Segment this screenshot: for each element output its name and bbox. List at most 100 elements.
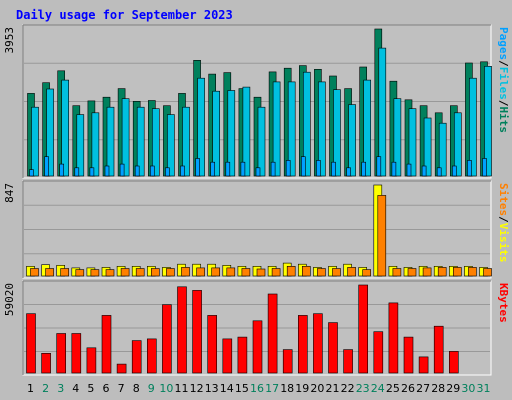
- bar-pages: [467, 160, 472, 177]
- bar-sites: [241, 268, 251, 277]
- bar-pages: [180, 165, 185, 177]
- x-tick-label: 12: [190, 382, 204, 395]
- bar-files: [106, 106, 115, 177]
- bar-sites: [437, 267, 447, 277]
- bar-files: [121, 98, 130, 177]
- bar-sites: [75, 269, 85, 277]
- x-tick-label: 5: [87, 382, 94, 395]
- bar-files: [302, 71, 311, 177]
- x-tick-label: 11: [175, 382, 189, 395]
- bar-pages: [134, 165, 140, 177]
- bar-pages: [391, 161, 397, 177]
- x-tick-label: 3: [57, 382, 64, 395]
- bar-kbytes: [26, 313, 36, 374]
- x-tick-label: 4: [72, 382, 79, 395]
- bar-sites: [60, 268, 70, 277]
- bar-files: [469, 77, 477, 177]
- bar-pages: [89, 167, 95, 177]
- bar-kbytes: [116, 363, 127, 374]
- bar-kbytes: [433, 325, 444, 374]
- bar-sites: [151, 268, 160, 277]
- bar-pages: [482, 158, 487, 177]
- bar-files: [484, 66, 492, 177]
- bar-sites: [452, 267, 462, 277]
- bar-kbytes: [252, 320, 263, 374]
- bar-kbytes: [403, 336, 414, 374]
- x-tick-label: 17: [265, 382, 279, 395]
- bar-sites: [105, 269, 115, 277]
- bar-pages: [119, 163, 125, 177]
- x-tick-label: 16: [250, 382, 264, 395]
- panel-legend: Sites/Visits: [497, 183, 510, 263]
- bar-sites: [362, 269, 372, 277]
- x-tick-label: 2: [42, 382, 49, 395]
- bar-sites: [120, 268, 130, 277]
- bar-kbytes: [101, 315, 112, 374]
- x-tick-label: 18: [280, 382, 294, 395]
- bar-sites: [483, 268, 492, 277]
- bar-files: [363, 79, 372, 177]
- bar-pages: [74, 167, 80, 177]
- bar-sites: [301, 265, 311, 277]
- bar-pages: [150, 165, 155, 177]
- x-tick-label: 22: [341, 382, 355, 395]
- bar-pages: [255, 167, 261, 177]
- panel-hits-files-pages: 3953 Pages/Files/Hits: [3, 24, 510, 179]
- bar-pages: [376, 156, 382, 177]
- legend-item: Visits: [497, 223, 510, 263]
- bar-files: [197, 77, 205, 177]
- x-tick-label: 25: [386, 382, 400, 395]
- bar-pages: [165, 167, 170, 177]
- bar-files: [423, 117, 432, 177]
- bar-sites: [286, 265, 296, 277]
- x-tick-label: 24: [371, 382, 385, 395]
- bar-files: [287, 81, 296, 177]
- bar-kbytes: [328, 322, 338, 374]
- bar-kbytes: [71, 333, 82, 374]
- bar-pages: [436, 167, 442, 177]
- bar-kbytes: [358, 284, 369, 374]
- bar-files: [227, 90, 236, 177]
- bar-sites: [226, 267, 236, 277]
- panel-max-label: 59020: [3, 283, 16, 316]
- bar-kbytes: [343, 349, 353, 374]
- bar-files: [212, 90, 220, 177]
- legend-item: /: [497, 100, 510, 107]
- bar-files: [167, 114, 175, 177]
- bar-files: [408, 108, 417, 177]
- x-tick-label: 9: [148, 382, 155, 395]
- bar-sites: [135, 268, 145, 277]
- bar-pages: [210, 161, 215, 177]
- bar-sites: [407, 268, 417, 277]
- x-tick-label: 20: [310, 382, 324, 395]
- bar-sites: [181, 267, 190, 277]
- bar-files: [91, 112, 100, 177]
- bar-kbytes: [41, 352, 51, 374]
- bar-files: [31, 106, 39, 177]
- bar-sites: [45, 268, 54, 277]
- x-tick-label: 30: [461, 382, 475, 395]
- legend-item: Sites: [497, 183, 510, 216]
- bar-sites: [271, 268, 281, 277]
- legend-item: Hits: [497, 107, 510, 134]
- bar-sites: [166, 268, 175, 277]
- bar-sites: [196, 267, 205, 277]
- x-tick-label: 10: [159, 382, 173, 395]
- bar-pages: [361, 161, 367, 177]
- bar-sites: [392, 268, 402, 277]
- x-tick-label: 15: [235, 382, 249, 395]
- legend-item: /: [497, 60, 510, 67]
- bar-kbytes: [448, 351, 459, 374]
- x-tick-label: 13: [205, 382, 219, 395]
- bar-pages: [421, 165, 427, 177]
- x-tick-label: 27: [416, 382, 430, 395]
- bar-kbytes: [237, 336, 248, 374]
- chart-title: Daily usage for September 2023: [16, 8, 233, 22]
- bar-files: [453, 112, 462, 177]
- bar-pages: [240, 161, 246, 177]
- bar-files: [272, 81, 281, 177]
- bar-kbytes: [207, 315, 217, 374]
- bar-files: [182, 106, 190, 177]
